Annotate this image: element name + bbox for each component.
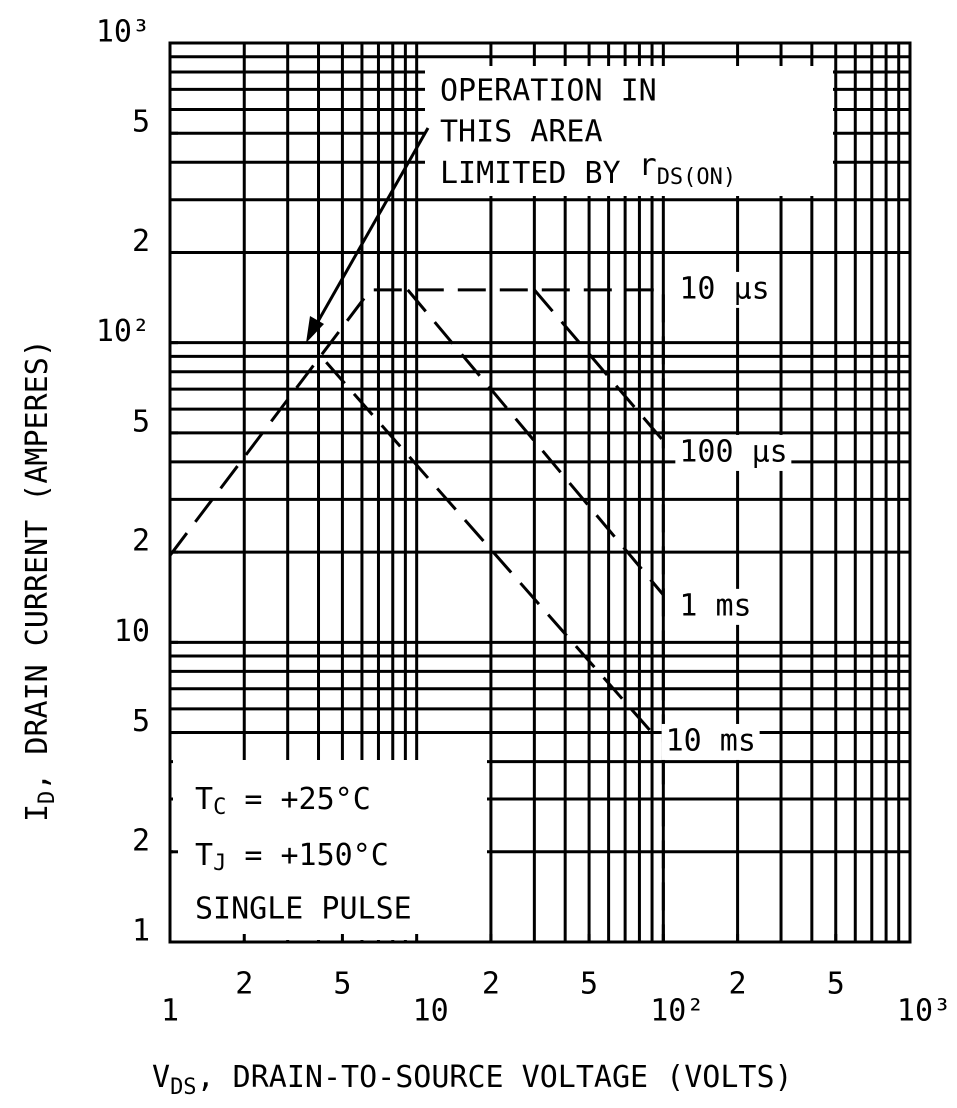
axis-label-subscript: D: [35, 791, 60, 804]
x-tick-label: 10³: [897, 994, 951, 1029]
series-label-bg: [675, 588, 756, 625]
y-axis-label: ID, DRAIN CURRENT (AMPERES): [20, 339, 61, 822]
tick-layer: 1 2 5 10 2 5 10² 2 5 10³ 1 2 5 10 2 5 10² 2 5 10³: [96, 15, 951, 1029]
x-axis-label: VDS, DRAIN-TO-SOURCE VOLTAGE (VOLTS): [152, 1060, 793, 1101]
axis-label-subscript: DS: [170, 1075, 197, 1100]
series-label-bg: [661, 723, 760, 760]
condition-text: = +25°C: [226, 782, 371, 817]
y-tick-label: 10: [114, 614, 150, 649]
annotation-line: LIMITED BY rDS(ON): [440, 148, 736, 191]
y-tick-label: 5: [132, 704, 150, 739]
y-tick-label: 1: [132, 914, 150, 949]
condition-text: T: [195, 838, 213, 873]
annotation-symbol: r: [639, 148, 657, 183]
condition: TC = +25°C: [195, 782, 371, 821]
condition: SINGLE PULSE: [195, 892, 412, 927]
x-tick-label: 2: [729, 967, 747, 1002]
x-tick-label: 5: [827, 967, 845, 1002]
axis-label-text: , DRAIN-TO-SOURCE VOLTAGE (VOLTS): [197, 1060, 793, 1095]
x-tick-label: 5: [333, 967, 351, 1002]
series-line: [325, 361, 651, 731]
conditions-box: [173, 760, 487, 940]
condition: TJ = +150°C: [195, 838, 389, 877]
annotation-arrow: [310, 127, 430, 333]
axis-label-text: I: [20, 804, 55, 822]
y-tick-label: 2: [132, 524, 150, 559]
condition-text: T: [195, 782, 213, 817]
series-label-bg: [675, 434, 792, 471]
plot-frame: [168, 41, 912, 944]
series-line: [406, 288, 665, 596]
series-line: [533, 288, 665, 442]
condition-subscript: C: [213, 795, 226, 820]
annotation-text: LIMITED BY: [440, 156, 621, 191]
series-line: [168, 288, 665, 942]
y-tick-label: 10³: [96, 15, 150, 50]
annotation-box: [425, 66, 833, 196]
condition-text: = +150°C: [226, 838, 389, 873]
annotation-subscript: DS(ON): [657, 165, 736, 190]
y-tick-label: 2: [132, 224, 150, 259]
condition-subscript: J: [213, 851, 226, 876]
x-tick-label: 2: [482, 967, 500, 1002]
axis-label-text: , DRAIN CURRENT (AMPERES): [20, 339, 55, 791]
y-tick-label: 5: [132, 105, 150, 140]
series-label: 100 µs: [679, 434, 787, 469]
y-tick-label: 2: [132, 823, 150, 858]
series-label: 10 ms: [666, 723, 756, 758]
axis-label-text: V: [152, 1060, 170, 1095]
series-label: 1 ms: [679, 588, 751, 623]
x-tick-label: 10: [413, 994, 449, 1029]
series-label-bg: [675, 271, 774, 308]
series-layer: 10 µs 100 µs 1 ms 10 ms: [168, 271, 792, 942]
y-tick-label: 5: [132, 404, 150, 439]
x-tick-label: 2: [235, 967, 253, 1002]
x-tick-label: 1: [161, 994, 179, 1029]
y-tick-label: 10²: [96, 314, 150, 349]
arrow-head: [306, 316, 324, 343]
x-tick-label: 10²: [650, 994, 704, 1029]
annotation-line: THIS AREA: [440, 115, 603, 150]
series-label: 10 µs: [679, 271, 769, 306]
x-tick-label: 5: [580, 967, 598, 1002]
annotation-line: OPERATION IN: [440, 74, 657, 109]
